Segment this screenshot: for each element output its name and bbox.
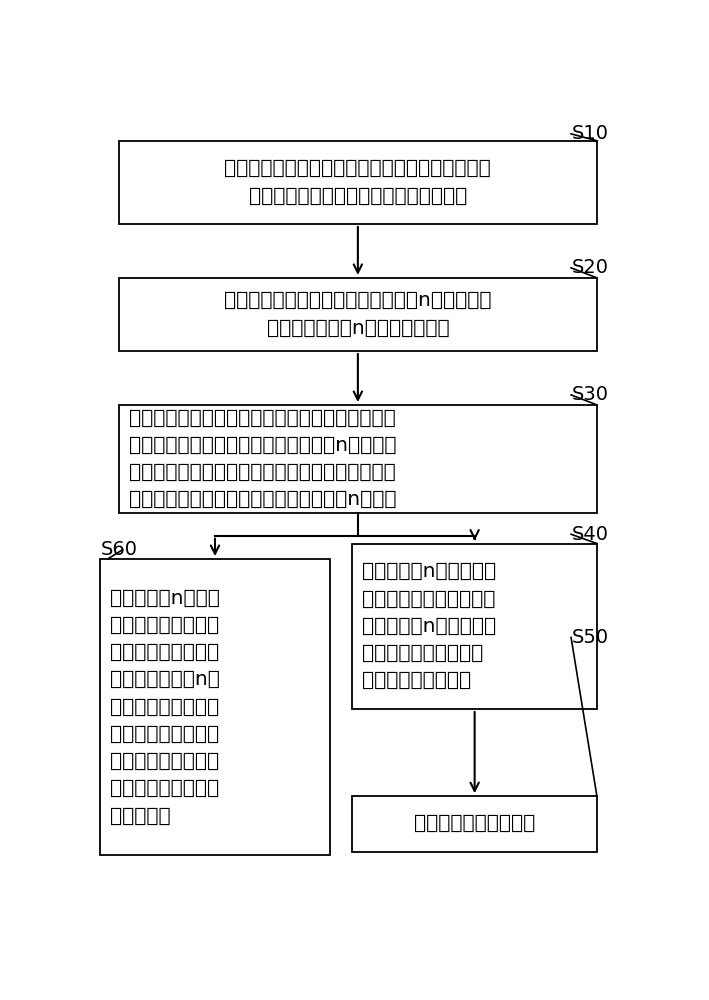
FancyBboxPatch shape [119,405,597,513]
Text: 执行冷媒泄漏处理程序: 执行冷媒泄漏处理程序 [414,814,535,833]
Text: S10: S10 [572,124,609,143]
FancyBboxPatch shape [119,278,597,351]
Text: S30: S30 [572,385,609,404]
Text: 在第二预设时长内连续获取蒸发器的n个实时管路
温度和冷凝器的n个实时管路温度: 在第二预设时长内连续获取蒸发器的n个实时管路 温度和冷凝器的n个实时管路温度 [224,291,491,338]
Text: S40: S40 [572,525,609,544]
Text: 在冷媒检测模式下，在第一预设时长内获取蒸发器
的最大管路温度和冷凝器的最小管路温度: 在冷媒检测模式下，在第一预设时长内获取蒸发器 的最大管路温度和冷凝器的最小管路温… [225,159,491,205]
FancyBboxPatch shape [352,544,597,709]
FancyBboxPatch shape [99,559,330,855]
Text: 当蒸发器的n个温差
中的任一个大于或等
于预设蒸发器温差阈
值，或冷凝器的n个
温差中的任一个大于
或等于预设冷凝器温
差阈值时，判定为无
冷媒泄漏，并退出冷
: 当蒸发器的n个温差 中的任一个大于或等 于预设蒸发器温差阈 值，或冷凝器的n个 … [109,589,219,826]
Text: 当蒸发器的n个温差都小
于预设蒸发器温差阈值，
且冷凝器的n个温差都小
于预设冷凝器温差阈值
时，判定为冷媒泄漏: 当蒸发器的n个温差都小 于预设蒸发器温差阈值， 且冷凝器的n个温差都小 于预设冷… [362,562,496,690]
Text: S20: S20 [572,258,609,277]
Text: 计算蒸发器的最大管路温度与蒸发器的每一个实时
管路温度之差的绝对值，获得蒸发器的n个温差，
并计算冷凝器的最小管路温度与冷凝器的每一个实
时管路温度之差的绝对值: 计算蒸发器的最大管路温度与蒸发器的每一个实时 管路温度之差的绝对值，获得蒸发器的… [129,408,396,509]
Text: S60: S60 [101,540,138,559]
Text: S50: S50 [572,628,609,647]
FancyBboxPatch shape [352,796,597,852]
FancyBboxPatch shape [119,141,597,224]
